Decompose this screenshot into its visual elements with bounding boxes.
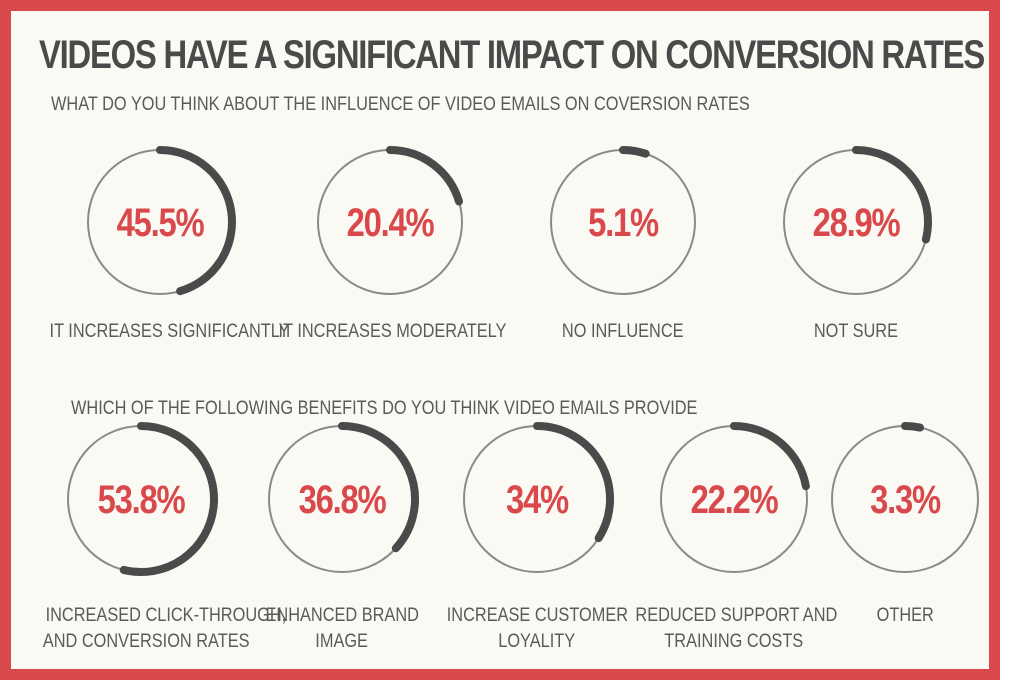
value-label-2-4: 22.2% (691, 477, 779, 522)
value-label-2-5: 3.3% (870, 477, 941, 522)
category-label-1-4: NOT SURE (726, 319, 986, 345)
category-label-line: REDUCED SUPPORT AND (635, 605, 838, 626)
donut-arc-1-1 (156, 146, 236, 296)
value-label-1-4: 28.9% (813, 200, 901, 245)
donut-arc-2-3 (533, 422, 614, 543)
category-label-1-1: IT INCREASES SIGNIFICANTLY (30, 319, 290, 345)
value-label-2-1: 53.8% (98, 477, 186, 522)
category-label-2-1: INCREASED CLICK-THROUGH, AND CONVERSION R… (26, 603, 286, 655)
category-label-line: NOT SURE (813, 321, 899, 342)
category-label-line: AND CONVERSION RATES (42, 631, 250, 652)
category-label-1-3: NO INFLUENCE (493, 319, 753, 345)
donut-arc-2-2 (338, 422, 419, 553)
category-label-line: LOYALITY (498, 631, 576, 652)
question-1-title: WHAT DO YOU THINK ABOUT THE INFLUENCE OF… (51, 94, 750, 115)
question-2-title: WHICH OF THE FOLLOWING BENEFITS DO YOU T… (71, 398, 698, 419)
category-label-line: ENHANCED BRAND (265, 605, 419, 626)
value-label-1-2: 20.4% (347, 200, 435, 245)
category-label-line: TRAINING COSTS (664, 631, 804, 652)
category-label-2-3: INCREASE CUSTOMER LOYALITY (422, 603, 652, 655)
value-label-2-3: 34% (506, 477, 569, 522)
donut-arc-2-1 (119, 422, 218, 576)
donut-arc-2-5 (901, 421, 925, 432)
donut-arc-1-2 (386, 146, 464, 206)
value-label-1-1: 45.5% (117, 200, 205, 245)
donut-arc-1-3 (619, 146, 650, 158)
category-label-line: INCREASE CUSTOMER (446, 605, 628, 626)
donut-arc-2-4 (730, 422, 810, 491)
value-label-1-3: 5.1% (588, 200, 659, 245)
category-label-2-5: OTHER (790, 603, 1020, 629)
category-label-line: IT INCREASES SIGNIFICANTLY (49, 321, 290, 342)
category-label-line: INCREASED CLICK-THROUGH, (45, 605, 287, 626)
category-label-line: IT INCREASES MODERATELY (278, 321, 507, 342)
category-label-line: IMAGE (315, 631, 369, 652)
category-label-2-2: ENHANCED BRAND IMAGE (227, 603, 457, 655)
category-label-2-4: REDUCED SUPPORT AND TRAINING COSTS (619, 603, 849, 655)
donut-arc-1-4 (852, 146, 932, 244)
category-label-1-2: IT INCREASES MODERATELY (260, 319, 520, 345)
value-label-2-2: 36.8% (299, 477, 387, 522)
category-label-line: OTHER (876, 605, 934, 626)
category-label-line: NO INFLUENCE (562, 321, 684, 342)
